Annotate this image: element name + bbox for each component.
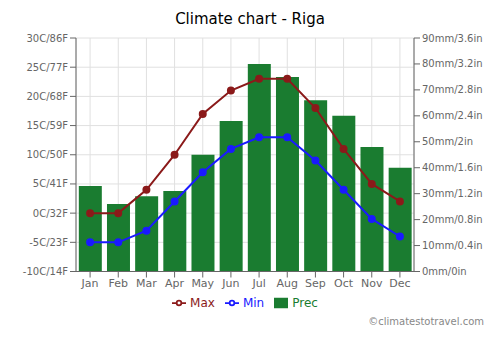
html-text:Max: Max [190, 295, 215, 310]
svg-text:70mm/2.8in: 70mm/2.8in [422, 84, 483, 95]
svg-text:10C/50F: 10C/50F [26, 149, 68, 160]
html-text:Prec: Prec [292, 295, 318, 310]
svg-text:Dec: Dec [389, 277, 410, 290]
svg-text:Jan: Jan [81, 277, 99, 290]
svg-text:50mm/2in: 50mm/2in [422, 136, 473, 147]
svg-text:30mm/1.2in: 30mm/1.2in [422, 188, 483, 199]
svg-text:15C/59F: 15C/59F [26, 120, 68, 131]
svg-text:40mm/1.6in: 40mm/1.6in [422, 162, 483, 173]
svg-text:Aug: Aug [277, 277, 298, 290]
svg-text:20C/68F: 20C/68F [26, 91, 68, 102]
svg-text:Sep: Sep [305, 277, 326, 290]
svg-text:Jun: Jun [221, 277, 239, 290]
svg-text:Oct: Oct [334, 277, 354, 290]
svg-text:Mar: Mar [136, 277, 157, 290]
svg-text:Feb: Feb [109, 277, 128, 290]
html-text:Min: Min [242, 295, 265, 310]
svg-text:-10C/14F: -10C/14F [23, 266, 68, 277]
svg-text:5C/41F: 5C/41F [33, 178, 68, 189]
svg-text:80mm/3.2in: 80mm/3.2in [422, 58, 483, 69]
svg-text:-5C/23F: -5C/23F [29, 237, 68, 248]
svg-text:25C/77F: 25C/77F [26, 62, 68, 73]
svg-text:0C/32F: 0C/32F [33, 208, 68, 219]
svg-text:10mm/0.4in: 10mm/0.4in [422, 240, 483, 251]
html-text:Climate chart - Riga: Climate chart - Riga [175, 10, 325, 28]
svg-text:90mm/3.6in: 90mm/3.6in [422, 33, 483, 44]
svg-text:0mm/0in: 0mm/0in [422, 266, 467, 277]
svg-text:20mm/0.8in: 20mm/0.8in [422, 214, 483, 225]
svg-text:30C/86F: 30C/86F [26, 33, 68, 44]
html-text:©climatestotravel.com: ©climatestotravel.com [368, 316, 484, 327]
svg-text:Jul: Jul [251, 277, 265, 290]
svg-text:Apr: Apr [165, 277, 185, 290]
svg-text:60mm/2.4in: 60mm/2.4in [422, 110, 483, 121]
svg-text:May: May [191, 277, 214, 290]
svg-text:Nov: Nov [361, 277, 383, 290]
